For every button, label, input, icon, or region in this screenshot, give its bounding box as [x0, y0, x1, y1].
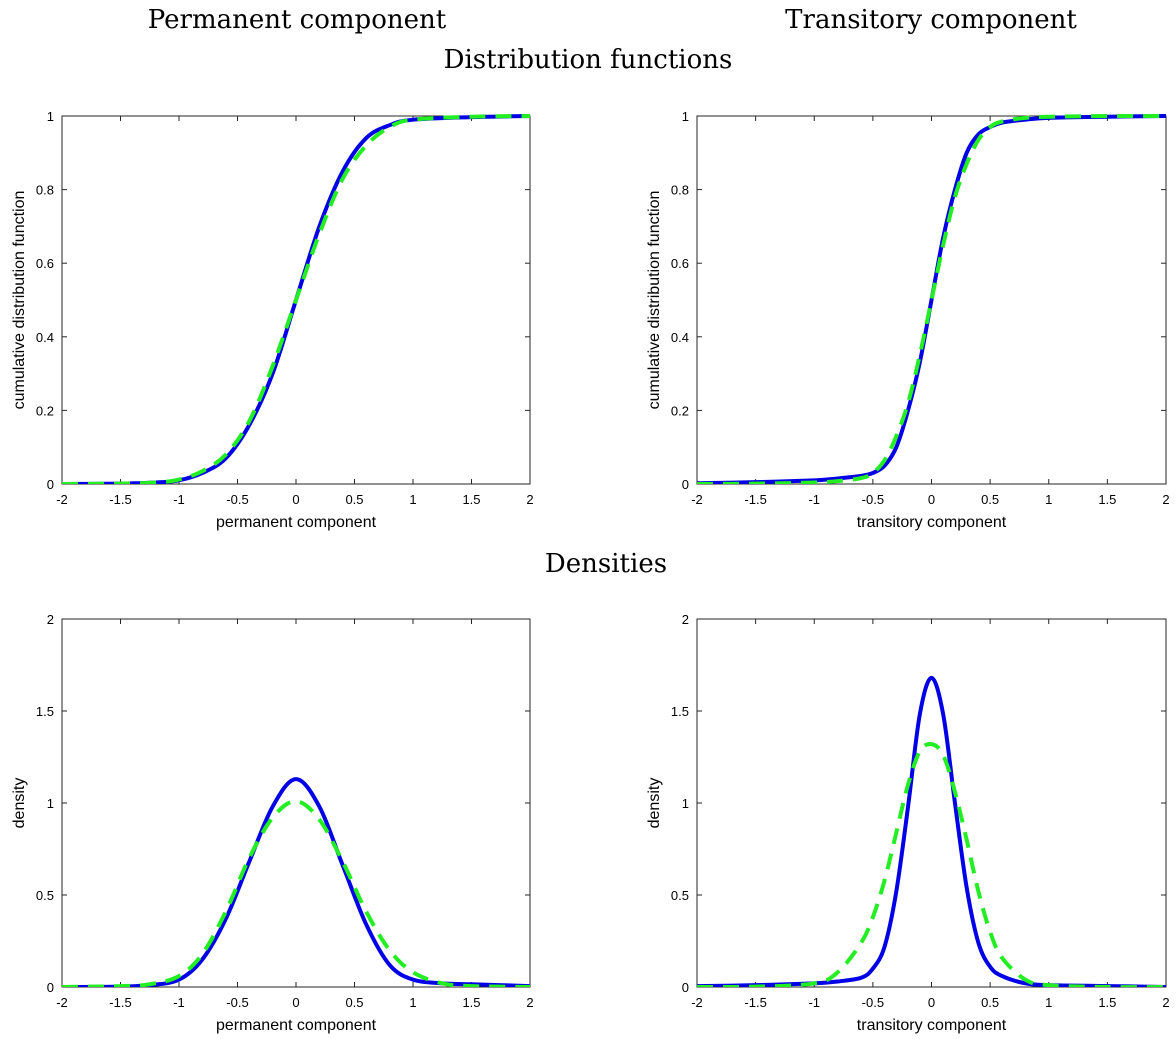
x-tick-label: 0.5	[345, 492, 363, 507]
x-tick-label: -0.5	[226, 492, 248, 507]
y-axis-label: cumulative distribution function	[646, 191, 663, 410]
x-tick-label: 0.5	[345, 995, 363, 1010]
y-tick-label: 1	[47, 796, 54, 811]
y-tick-label: 1	[682, 109, 689, 124]
x-tick-label: -2	[691, 492, 703, 507]
x-tick-label: 2	[526, 995, 533, 1010]
solid-series-line	[697, 675, 1166, 987]
y-tick-label: 0.2	[671, 403, 689, 418]
x-tick-label: 1.5	[462, 492, 480, 507]
y-tick-label: 0.8	[36, 183, 54, 198]
x-axis-label: permanent component	[216, 1017, 377, 1034]
x-tick-label: 0	[292, 995, 299, 1010]
y-tick-label: 0.2	[36, 403, 54, 418]
y-tick-label: 0.6	[671, 256, 689, 271]
x-tick-label: 2	[1162, 492, 1169, 507]
x-tick-label: -1.5	[109, 492, 131, 507]
dashed-series-line	[62, 799, 530, 987]
dashed-series-line	[62, 114, 530, 484]
x-tick-label: -1	[173, 995, 185, 1010]
section-title-distribution: Distribution functions	[444, 45, 733, 75]
dashed-series-line	[697, 113, 1166, 484]
y-tick-label: 0.5	[36, 888, 54, 903]
x-tick-label: -0.5	[862, 995, 884, 1010]
x-tick-label: -0.5	[226, 995, 248, 1010]
x-tick-label: 1	[409, 995, 416, 1010]
x-tick-label: 1	[409, 492, 416, 507]
x-tick-label: 0	[928, 995, 935, 1010]
y-tick-label: 0	[47, 980, 54, 995]
x-tick-label: -2	[691, 995, 703, 1010]
x-tick-label: 0	[292, 492, 299, 507]
x-tick-label: 2	[1162, 995, 1169, 1010]
x-axis-label: transitory component	[857, 1017, 1007, 1034]
x-tick-label: -1	[808, 995, 820, 1010]
plot-frame	[696, 618, 1167, 988]
y-tick-label: 0	[47, 477, 54, 492]
x-axis-label: permanent component	[216, 514, 377, 531]
plot-frame	[61, 618, 531, 988]
y-tick-label: 1	[47, 109, 54, 124]
solid-series-line	[697, 114, 1166, 484]
x-tick-label: -1.5	[109, 995, 131, 1010]
y-tick-label: 0.6	[36, 256, 54, 271]
x-tick-label: 0.5	[981, 492, 999, 507]
y-tick-label: 0	[682, 980, 689, 995]
solid-series-line	[62, 777, 530, 987]
x-tick-label: -2	[56, 492, 68, 507]
chart-panel-3: -2 -1.5 -1 -0.5 0 0.5 1 1.5 2 0 0.5 1 1.5 2 permanent …	[11, 612, 534, 1034]
y-axis-label: cumulative distribution function	[11, 191, 28, 410]
chart-panel-1: -2 -1.5 -1 -0.5 0 0.5 1 1.5 2 0 0.2 0.4 0.6 0.8 1 perma…	[11, 109, 534, 531]
x-tick-label: -0.5	[862, 492, 884, 507]
x-tick-label: -1	[173, 492, 185, 507]
dashed-series-line	[697, 741, 1166, 987]
x-tick-label: 1	[1045, 995, 1052, 1010]
x-tick-label: 1	[1045, 492, 1052, 507]
y-tick-label: 1.5	[671, 704, 689, 719]
y-tick-label: 2	[682, 612, 689, 627]
y-tick-label: 0.5	[671, 888, 689, 903]
x-axis-label: transitory component	[857, 514, 1007, 531]
chart-panel-2: -2 -1.5 -1 -0.5 0 0.5 1 1.5 2 0 0.2 0.4 0.6 0.8 1 trans…	[646, 109, 1170, 531]
y-tick-label: 0	[682, 477, 689, 492]
x-tick-label: 2	[526, 492, 533, 507]
y-tick-label: 0.4	[36, 330, 54, 345]
x-tick-label: 0	[928, 492, 935, 507]
y-tick-label: 1	[682, 796, 689, 811]
column-title-transitory: Transitory component	[785, 5, 1077, 35]
y-tick-label: 1.5	[36, 704, 54, 719]
x-tick-label: 1.5	[462, 995, 480, 1010]
x-tick-label: -1.5	[744, 995, 766, 1010]
x-tick-label: -1.5	[744, 492, 766, 507]
x-tick-label: -2	[56, 995, 68, 1010]
y-axis-label: density	[646, 778, 663, 829]
y-tick-label: 2	[47, 612, 54, 627]
x-tick-label: -1	[808, 492, 820, 507]
y-tick-label: 0.8	[671, 183, 689, 198]
x-tick-label: 0.5	[981, 995, 999, 1010]
x-tick-label: 1.5	[1098, 492, 1116, 507]
y-axis-label: density	[11, 778, 28, 829]
x-tick-label: 1.5	[1098, 995, 1116, 1010]
y-tick-label: 0.4	[671, 330, 689, 345]
column-title-permanent: Permanent component	[148, 5, 447, 35]
section-title-densities: Densities	[545, 549, 667, 579]
chart-panel-4: -2 -1.5 -1 -0.5 0 0.5 1 1.5 2 0 0.5 1 1.5 2 transitory…	[646, 612, 1170, 1034]
chart-panels: -2 -1.5 -1 -0.5 0 0.5 1 1.5 2 0 0.2 0.4 0.6 0.8 1 perma…	[11, 109, 1170, 1034]
